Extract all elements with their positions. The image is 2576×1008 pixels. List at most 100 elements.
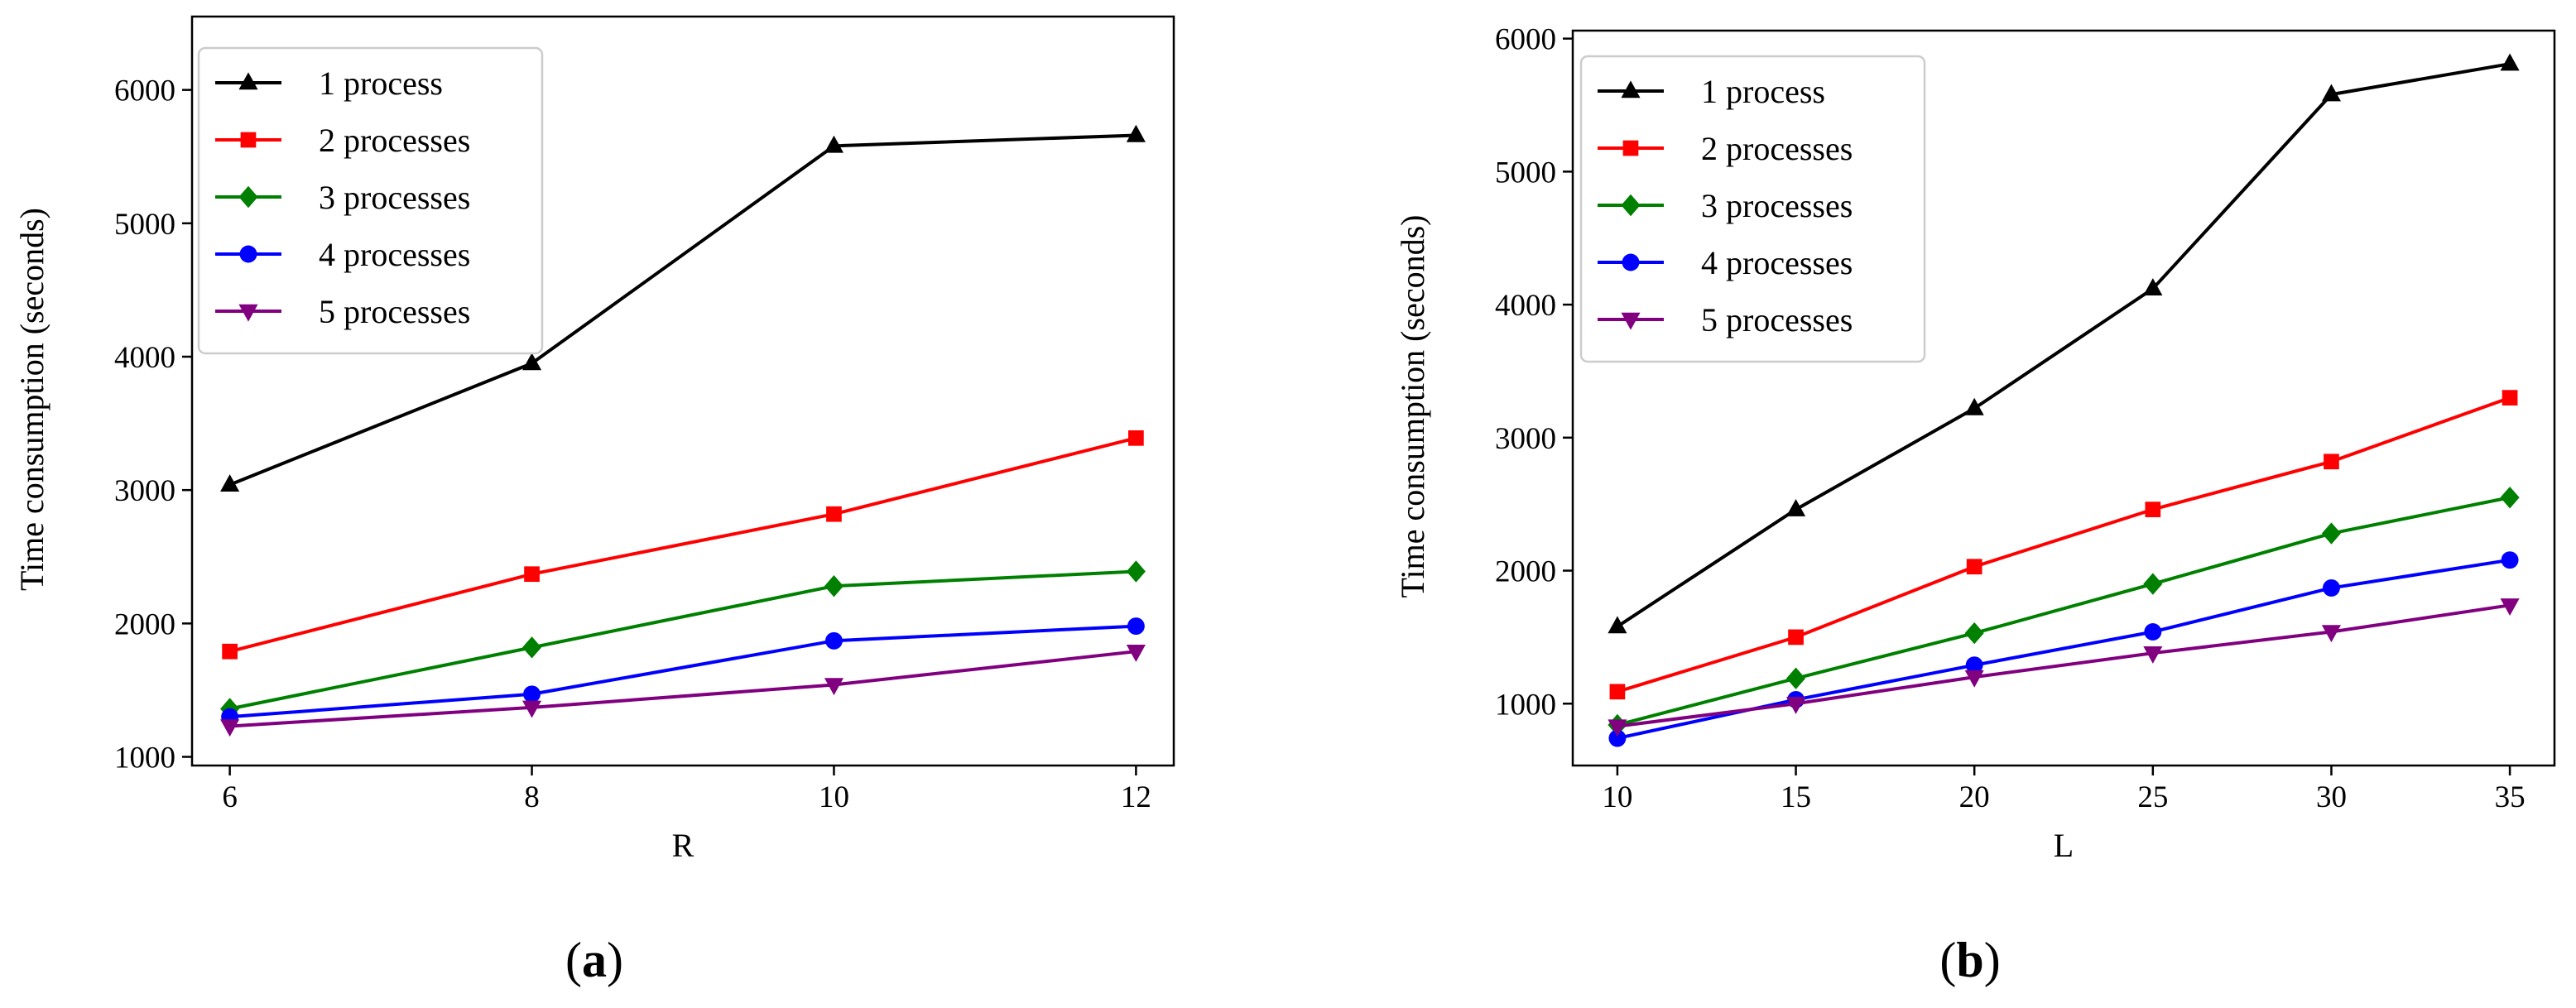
legend-entry: 3 processes — [215, 179, 470, 216]
legend-label: 5 processes — [319, 293, 470, 330]
data-point — [825, 631, 843, 650]
x-tick-label: 35 — [2495, 780, 2526, 814]
series-2 — [222, 430, 1144, 660]
series-line — [1616, 62, 2511, 628]
data-point — [2501, 551, 2519, 569]
x-tick-label: 8 — [524, 780, 540, 814]
legend-label: 2 processes — [1701, 130, 1853, 167]
y-tick-label: 4000 — [1495, 289, 1556, 323]
data-point — [1964, 397, 1984, 415]
series-line — [1617, 603, 2511, 728]
legend-label: 2 processes — [319, 122, 470, 159]
x-tick-label: 12 — [1121, 780, 1151, 814]
data-point — [521, 636, 542, 659]
data-point — [824, 575, 844, 598]
legend-marker — [1622, 140, 1639, 156]
legend-marker — [238, 304, 258, 322]
series-line — [1617, 496, 2511, 727]
data-point — [1609, 684, 1626, 700]
data-point — [1965, 656, 1983, 674]
data-point — [1785, 697, 1806, 714]
data-point — [2500, 486, 2520, 509]
data-point — [524, 566, 540, 583]
series-line — [229, 436, 1137, 654]
data-point — [1126, 124, 1146, 142]
data-point — [2321, 625, 2342, 643]
y-tick-label: 2000 — [114, 607, 175, 641]
data-point — [1608, 616, 1627, 634]
legend-label: 1 process — [319, 65, 443, 102]
legend-box — [1579, 55, 1926, 363]
series-5 — [220, 644, 1146, 737]
legend-entry: 4 processes — [215, 236, 470, 273]
x-tick-label: 20 — [1959, 780, 1990, 814]
data-point — [1964, 622, 1984, 645]
data-point — [220, 719, 240, 737]
data-point — [1785, 498, 1806, 516]
y-tick-label: 3000 — [1495, 422, 1556, 456]
legend-entry: 3 processes — [1598, 187, 1853, 224]
data-point — [2502, 390, 2518, 406]
data-point — [2321, 522, 2342, 545]
legend-marker — [1621, 194, 1641, 217]
series-line — [229, 624, 1137, 719]
data-point — [1128, 430, 1144, 446]
data-point — [2143, 646, 2163, 664]
y-axis-title: Time consumption (seconds) — [13, 208, 50, 591]
data-point — [1127, 617, 1145, 636]
data-point — [826, 506, 842, 522]
y-tick-label: 3000 — [114, 474, 175, 508]
data-point — [1608, 719, 1627, 737]
legend-marker — [1621, 80, 1641, 98]
legend-label: 3 processes — [319, 179, 470, 216]
data-point — [521, 353, 542, 371]
y-tick-label: 2000 — [1495, 555, 1556, 589]
data-point — [2500, 53, 2520, 71]
data-point — [1785, 667, 1806, 689]
series-3 — [1608, 486, 2520, 737]
legend-marker — [1621, 312, 1641, 330]
x-tick-label: 30 — [2316, 780, 2347, 814]
y-axis-title: Time consumption (seconds) — [1394, 215, 1431, 598]
series-line — [1617, 396, 2511, 694]
legend-label: 3 processes — [1701, 187, 1853, 224]
legend-entry: 2 processes — [215, 122, 470, 159]
data-point — [1964, 670, 1984, 688]
legend-label: 4 processes — [1701, 244, 1853, 281]
series-line — [229, 569, 1137, 711]
legend: 1 process 2 processes 3 processes 4 process… — [197, 46, 544, 355]
data-point — [523, 685, 541, 703]
series-line — [228, 133, 1137, 487]
series-1 — [1608, 53, 2520, 634]
legend-entry: 5 processes — [1598, 301, 1853, 338]
data-point — [2144, 623, 2162, 641]
data-point — [1608, 729, 1627, 747]
data-point — [2323, 578, 2340, 597]
legend-label: 5 processes — [1701, 301, 1853, 338]
x-tick-label: 10 — [819, 780, 849, 814]
data-point — [2324, 454, 2339, 470]
y-tick-label: 6000 — [1495, 23, 1556, 57]
x-tick-label: 25 — [2137, 780, 2168, 814]
legend-entry: 1 process — [215, 65, 443, 102]
data-point — [222, 643, 238, 660]
legend-entry: 1 process — [1598, 73, 1825, 110]
x-tick-label: 15 — [1781, 780, 1811, 814]
data-point — [2143, 573, 2163, 595]
data-point — [2145, 502, 2161, 517]
legend-marker — [239, 245, 257, 263]
series-line — [229, 650, 1137, 728]
data-point — [1126, 560, 1146, 583]
x-tick-label: 6 — [222, 780, 238, 814]
chart-panel-b: 10 15 20 25 30 35 1000 2000 3000 4000 5000 6000 L Tim… — [1394, 23, 2556, 987]
legend-marker — [238, 72, 258, 90]
series-2 — [1609, 390, 2518, 700]
legend-label: 1 process — [1701, 73, 1825, 110]
y-tick-label: 4000 — [114, 341, 175, 375]
legend-marker — [1622, 253, 1640, 271]
data-point — [2500, 598, 2520, 616]
y-tick-label: 6000 — [114, 74, 175, 108]
x-tick-label: 10 — [1602, 780, 1632, 814]
legend-label: 4 processes — [319, 236, 470, 273]
panel-label: (a) — [565, 933, 623, 987]
